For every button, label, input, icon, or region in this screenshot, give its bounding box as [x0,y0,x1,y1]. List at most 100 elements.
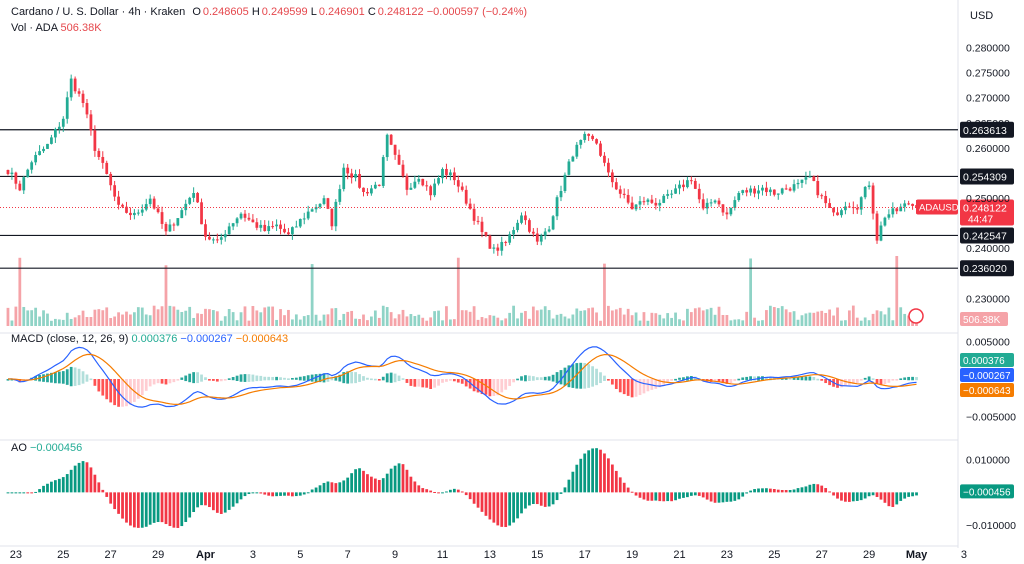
candle-body [373,184,377,189]
candle-body [310,209,314,212]
ao-histogram-bar [796,488,800,493]
level-price-tag[interactable] [960,260,1014,277]
macd-histogram-bar [555,372,559,384]
macd-histogram-bar [634,379,638,397]
ao-histogram-bar [85,462,89,493]
level-price-tag[interactable] [960,121,1014,138]
volume-bar [709,307,713,326]
candle-body [867,185,871,187]
ao-histogram-bar [595,448,598,493]
macd-histogram-bar [828,379,832,386]
ao-histogram-bar [10,492,14,494]
volume-bar [737,319,741,326]
candle-body [512,230,515,235]
ao-histogram-bar [844,492,847,502]
candle-body [85,103,89,115]
candle-body [847,206,851,208]
ao-histogram-bar [6,492,10,494]
candle-body [302,218,306,220]
symbol-header[interactable]: Cardano / U. S. Dollar · 4h · Kraken O 0.… [11,6,527,18]
macd-histogram-bar [227,378,231,380]
macd-histogram-bar [539,377,543,381]
candle-body [650,199,654,203]
ao-histogram-bar [121,492,124,519]
ao-histogram-bar [492,492,496,523]
price-axis-tick: 0.260000 [966,143,1010,155]
high-label: H [251,6,260,18]
volume-bar [318,320,322,326]
volume-bar [808,312,812,326]
level-price-tag[interactable] [960,168,1014,185]
macd-axis-tick: 0.005000 [966,337,1010,349]
candle-body [342,167,346,190]
candle-body [638,201,642,205]
macd-legend[interactable]: MACD (close, 12, 26, 9) 0.000376 −0.0002… [11,333,288,345]
candle-body [757,190,760,194]
macd-histogram-bar [915,377,918,381]
ao-histogram-bar [338,482,342,493]
candle-body [38,151,41,156]
ao-histogram-bar [42,485,45,493]
volume-bar [445,306,448,326]
currency-label[interactable]: USD [970,10,994,22]
ao-histogram-bar [334,483,338,493]
ao-histogram-bar [626,487,630,493]
macd-histogram-bar [113,379,117,406]
volume-bar [607,305,610,326]
ao-histogram-bar [61,477,65,493]
ao-histogram-bar [247,492,251,495]
macd-histogram-bar [614,379,618,389]
volume-bar [610,310,614,326]
macd-line-value: −0.000267 [180,333,233,345]
ao-histogram-bar [397,463,401,493]
macd-histogram-bar [425,379,429,388]
ao-histogram-bar [721,492,725,503]
macd-value-tag[interactable] [960,383,1014,397]
candle-body [761,187,764,191]
ao-legend[interactable]: AO −0.000456 [11,442,82,454]
macd-histogram-bar [840,379,843,388]
time-axis-tick: 23 [721,549,733,561]
candle-body [828,203,832,208]
macd-histogram-bar [291,377,294,380]
volume-tag[interactable] [960,312,1008,326]
volume-bar [508,312,512,326]
time-axis-tick: 3 [250,549,256,561]
candle-body [362,187,365,192]
volume-bar [697,307,701,326]
ao-histogram-bar [34,491,38,493]
volume-legend[interactable]: Vol · ADA 506.38K [11,22,102,34]
macd-histogram-bar [239,374,243,382]
candle-body [129,212,132,216]
ao-histogram-bar [227,492,231,510]
candle-body [895,208,899,212]
candle-body [555,197,559,217]
candle-body [405,175,409,190]
volume-bar [551,318,555,326]
candle-body [697,188,701,200]
last-price-tag[interactable] [960,199,1014,226]
candle-body [820,195,824,197]
volume-bar [784,309,788,326]
candle-body [599,143,602,156]
level-price-tag[interactable] [960,227,1014,244]
ao-histogram-bar [200,492,203,506]
event-flag-icon[interactable] [908,308,924,324]
volume-bar [176,309,180,326]
macd-value-tag[interactable] [960,353,1014,367]
candle-body [496,247,500,251]
ao-histogram-bar [765,488,768,493]
macd-value-tag[interactable] [960,368,1014,382]
volume-bar [686,308,689,326]
macd-histogram-bar [638,379,642,396]
ao-value-tag[interactable] [960,484,1014,499]
volume-bar [136,307,140,326]
candle-body [709,202,713,204]
volume-bar [630,315,634,326]
bar-countdown-label: 44:47 [968,214,993,225]
symbol-tag[interactable] [916,199,958,215]
volume-bar [425,320,429,326]
ao-histogram-bar [583,453,587,493]
volume-bar [192,317,196,326]
